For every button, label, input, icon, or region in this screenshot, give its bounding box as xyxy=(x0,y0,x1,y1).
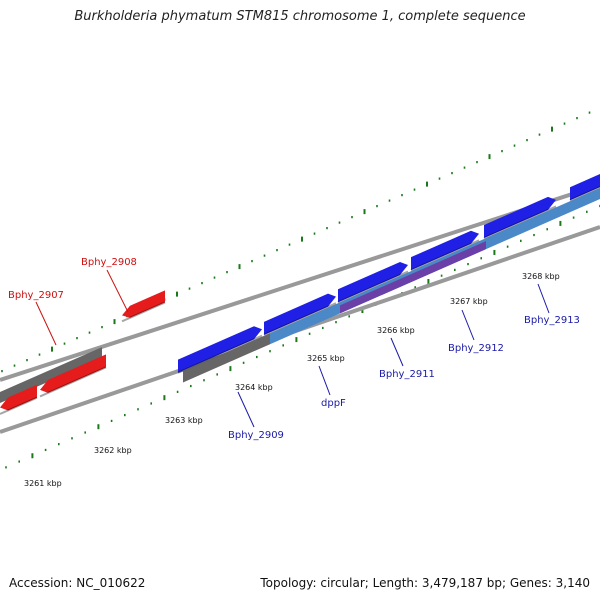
gene-label-leader xyxy=(318,365,331,396)
gene-arrow-2913-edge xyxy=(483,205,557,239)
gene-label: dppF xyxy=(321,398,346,409)
gene-label-leader xyxy=(537,283,550,314)
scale-label-4: 3265 kbp xyxy=(307,354,345,363)
scale-label-5: 3266 kbp xyxy=(377,326,415,335)
gene-arrow-2912-edge xyxy=(410,239,480,272)
gene-arrow-2914 xyxy=(570,174,600,201)
gene-arrow-2908 xyxy=(122,290,165,318)
scale-labels: 3261 kbp 3262 kbp 3263 kbp 3264 kbp 3265 kbp… xyxy=(24,272,560,488)
gene-arrow-dppF xyxy=(264,293,336,335)
tick-marks xyxy=(1,111,600,469)
map-title: Burkholderia phymatum STM815 chromosome … xyxy=(74,9,526,24)
gene-shadow-purple xyxy=(340,241,486,314)
scale-label-3: 3264 kbp xyxy=(235,383,273,392)
gene-label: Bphy_2912 xyxy=(448,343,504,354)
gene-label: Bphy_2909 xyxy=(228,430,284,441)
gene-arrow-2909 xyxy=(178,326,262,373)
gene-label-leader xyxy=(237,391,255,428)
backbone-upper xyxy=(0,183,600,382)
gene-arrow-2906-edge xyxy=(0,396,38,415)
gene-shadow-2909 xyxy=(183,333,270,383)
scale-label-1: 3262 kbp xyxy=(94,446,132,455)
gene-label-leader xyxy=(106,269,129,313)
scale-label-7: 3268 kbp xyxy=(522,272,560,281)
gene-arrow-2907b-edge xyxy=(39,366,107,398)
gene-arrow-2909-edge xyxy=(177,334,263,374)
scale-label-2: 3263 kbp xyxy=(165,416,203,425)
gene-label: Bphy_2913 xyxy=(524,315,580,326)
gene-label-leader xyxy=(35,301,57,346)
scale-label-6: 3267 kbp xyxy=(450,297,488,306)
gene-label: Bphy_2907 xyxy=(8,290,64,301)
gene-label: Bphy_2908 xyxy=(81,257,137,268)
gene-label-leader xyxy=(461,309,475,341)
gene-arrow-dppF-edge xyxy=(263,302,337,336)
gene-arrow-2911 xyxy=(338,262,408,303)
genome-summary-text: Topology: circular; Length: 3,479,187 bp… xyxy=(260,576,590,590)
gene-arrow-2906 xyxy=(0,384,37,411)
gene-shadow-2907 xyxy=(0,347,102,403)
scale-label-0: 3261 kbp xyxy=(24,479,62,488)
gene-label-leader xyxy=(390,337,404,367)
accession-text: Accession: NC_010622 xyxy=(9,576,146,590)
gene-arrows xyxy=(0,174,600,415)
gene-arrow-2911-edge xyxy=(337,270,409,304)
gene-label: Bphy_2911 xyxy=(379,369,435,380)
gene-arrow-2913 xyxy=(484,196,556,239)
gene-labels: Bphy_2907 Bphy_2908 Bphy_2909 dppF Bphy_2911… xyxy=(8,257,580,441)
gene-arrow-2908-edge xyxy=(121,301,166,323)
gene-arrow-2914-edge xyxy=(569,186,600,202)
gene-arrow-2907b xyxy=(40,354,106,393)
gene-arrow-2912 xyxy=(411,230,479,271)
